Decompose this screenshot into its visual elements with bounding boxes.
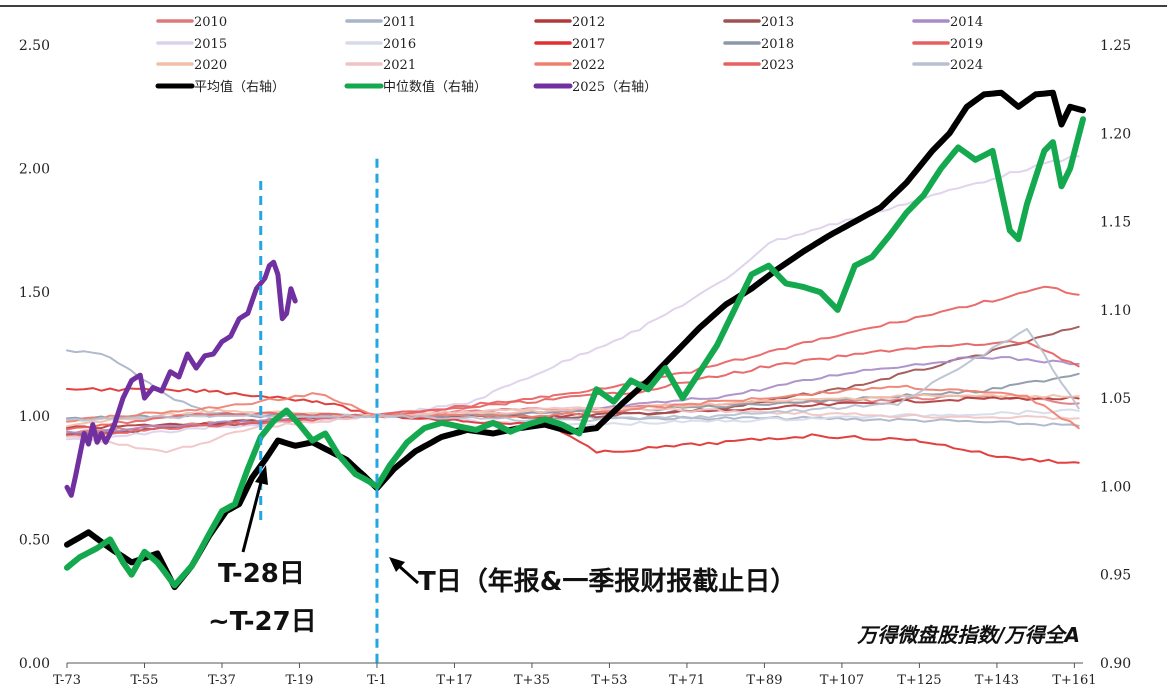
series-line-2013 xyxy=(66,325,1080,436)
legend-label-2021: 2021 xyxy=(383,58,416,73)
y-left-tick-label: 0.00 xyxy=(19,656,50,672)
reference-lines xyxy=(259,158,379,663)
series-line-2012 xyxy=(66,395,1080,430)
y-right-tick-label: 1.10 xyxy=(1100,303,1131,319)
legend-label-2025（右轴）: 2025（右轴） xyxy=(572,80,657,95)
x-tick-label: T+107 xyxy=(820,673,864,688)
legend-label-2010: 2010 xyxy=(194,15,227,30)
arrow-1-head xyxy=(255,465,268,485)
y-left-tick-label: 2.50 xyxy=(19,38,50,54)
legend-label-2015: 2015 xyxy=(194,37,227,52)
y-left-tick-label: 2.00 xyxy=(19,162,50,178)
legend-label-2023: 2023 xyxy=(761,58,794,73)
x-tick-label: T+89 xyxy=(746,673,782,688)
y-left-tick-label: 0.50 xyxy=(19,532,50,548)
legend: 2010 2011 2012 2013 2014 2015 2016 2017 2018 2019… xyxy=(155,15,983,95)
series-line-2025（右轴） xyxy=(64,259,298,498)
x-tick-label: T-73 xyxy=(53,673,81,688)
series-lines xyxy=(64,89,1086,591)
x-tick-label: T-1 xyxy=(367,673,387,688)
series-line-2021 xyxy=(66,406,1080,454)
arrow-2-shaft xyxy=(397,564,420,585)
y-right-tick-label: 1.20 xyxy=(1100,126,1131,142)
series-line-中位数值（右轴） xyxy=(64,116,1086,589)
legend-label-2024: 2024 xyxy=(950,58,983,73)
arrow-2-head xyxy=(389,557,405,572)
x-tick-label: T+53 xyxy=(591,673,627,688)
legend-label-2013: 2013 xyxy=(761,15,794,30)
y-right-tick-label: 1.25 xyxy=(1100,38,1131,54)
legend-label-2020: 2020 xyxy=(194,58,227,73)
legend-label-2016: 2016 xyxy=(383,37,416,52)
annotations: T-28日 ~T-27日 T日（年报&一季报财报截止日） 万得微盘股指数/万得全… xyxy=(208,465,1080,647)
legend-label-2014: 2014 xyxy=(950,15,983,30)
x-tick-label: T+161 xyxy=(1052,673,1096,688)
series-line-2015 xyxy=(66,155,1080,442)
arrow-1-shaft xyxy=(241,477,264,553)
watermark: 万得微盘股指数/万得全A xyxy=(856,623,1080,647)
series-line-2024 xyxy=(66,327,1080,423)
legend-label-中位数值（右轴）: 中位数值（右轴） xyxy=(383,79,487,95)
legend-label-2011: 2011 xyxy=(383,15,416,30)
y-left-tick-label: 1.00 xyxy=(19,409,50,425)
y-left-tick-label: 1.50 xyxy=(19,285,50,301)
x-tick-label: T+35 xyxy=(514,673,550,688)
y-right-tick-label: 0.90 xyxy=(1100,656,1131,672)
y-right-tick-label: 1.15 xyxy=(1100,215,1131,231)
series-line-2017 xyxy=(66,387,1080,464)
legend-label-2022: 2022 xyxy=(572,58,605,73)
x-tick-label: T-19 xyxy=(286,673,314,688)
annotation-t28-line1: T-28日 xyxy=(218,559,305,589)
series-line-2022 xyxy=(66,384,1080,430)
legend-label-2017: 2017 xyxy=(572,37,605,52)
legend-label-2018: 2018 xyxy=(761,37,794,52)
axes: T-73 T-55 T-37 T-19 T-1 T+17 T+35 T+53 T+71 T+89 T… xyxy=(19,38,1131,688)
x-tick-label: T+71 xyxy=(669,673,705,688)
x-tick-label: T+125 xyxy=(897,673,941,688)
series-line-2019 xyxy=(66,340,1080,438)
legend-label-平均值（右轴）: 平均值（右轴） xyxy=(194,79,285,95)
y-right-tick-label: 1.00 xyxy=(1100,479,1131,495)
series-line-2023 xyxy=(66,285,1080,431)
y-right-tick-label: 0.95 xyxy=(1100,568,1131,584)
x-tick-label: T+143 xyxy=(975,673,1019,688)
legend-label-2019: 2019 xyxy=(950,37,983,52)
x-tick-label: T-55 xyxy=(131,673,159,688)
legend-label-2012: 2012 xyxy=(572,15,605,30)
x-tick-label: T+17 xyxy=(436,673,472,688)
x-tick-label: T-37 xyxy=(208,673,236,688)
y-right-tick-label: 1.05 xyxy=(1100,391,1131,407)
annotation-t-day: T日（年报&一季报财报截止日） xyxy=(418,566,796,597)
annotation-t28-line2: ~T-27日 xyxy=(208,607,317,637)
